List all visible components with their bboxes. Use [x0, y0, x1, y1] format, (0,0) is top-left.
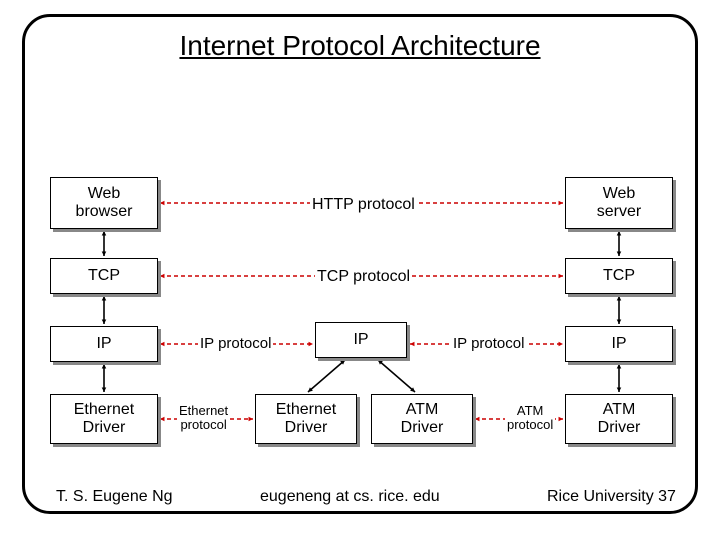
box-label: IP — [611, 335, 626, 353]
box-ethernet-driver-left: EthernetDriver — [50, 394, 158, 444]
box-ip-middle: IP — [315, 322, 407, 358]
label-ip-protocol-left: IP protocol — [198, 336, 273, 353]
box-label: IP — [353, 331, 368, 349]
box-label: ATMDriver — [401, 401, 444, 438]
protocol-text: TCP protocol — [317, 268, 410, 285]
protocol-text: Ethernetprotocol — [179, 403, 228, 432]
box-label: Webserver — [597, 185, 641, 222]
footer-text: Rice University 37 — [547, 488, 676, 505]
box-label: TCP — [88, 267, 120, 285]
box-tcp-left: TCP — [50, 258, 158, 294]
footer-affiliation: Rice University 37 — [547, 488, 676, 506]
box-atm-driver-right: ATMDriver — [565, 394, 673, 444]
box-label: Webbrowser — [76, 185, 133, 222]
box-label: EthernetDriver — [276, 401, 336, 438]
protocol-text: IP protocol — [200, 335, 271, 352]
box-ethernet-driver-middle: EthernetDriver — [255, 394, 357, 444]
label-tcp-protocol: TCP protocol — [315, 268, 412, 286]
box-ip-left: IP — [50, 326, 158, 362]
label-http-protocol: HTTP protocol — [310, 196, 417, 214]
footer-text: T. S. Eugene Ng — [56, 488, 173, 505]
protocol-text: HTTP protocol — [312, 196, 415, 213]
box-label: ATMDriver — [598, 401, 641, 438]
footer-author: T. S. Eugene Ng — [56, 488, 173, 506]
box-web-server: Webserver — [565, 177, 673, 229]
protocol-text: IP protocol — [453, 335, 524, 352]
label-ethernet-protocol: Ethernetprotocol — [177, 404, 230, 433]
protocol-text: ATMprotocol — [507, 403, 553, 432]
box-tcp-right: TCP — [565, 258, 673, 294]
label-atm-protocol: ATMprotocol — [505, 404, 555, 433]
footer-email: eugeneng at cs. rice. edu — [260, 488, 440, 506]
box-atm-driver-middle: ATMDriver — [371, 394, 473, 444]
slide-title: Internet Protocol Architecture — [179, 30, 540, 62]
footer-text: eugeneng at cs. rice. edu — [260, 488, 440, 505]
box-web-browser: Webbrowser — [50, 177, 158, 229]
box-label: IP — [96, 335, 111, 353]
box-ip-right: IP — [565, 326, 673, 362]
box-label: EthernetDriver — [74, 401, 134, 438]
box-label: TCP — [603, 267, 635, 285]
label-ip-protocol-right: IP protocol — [451, 336, 526, 353]
